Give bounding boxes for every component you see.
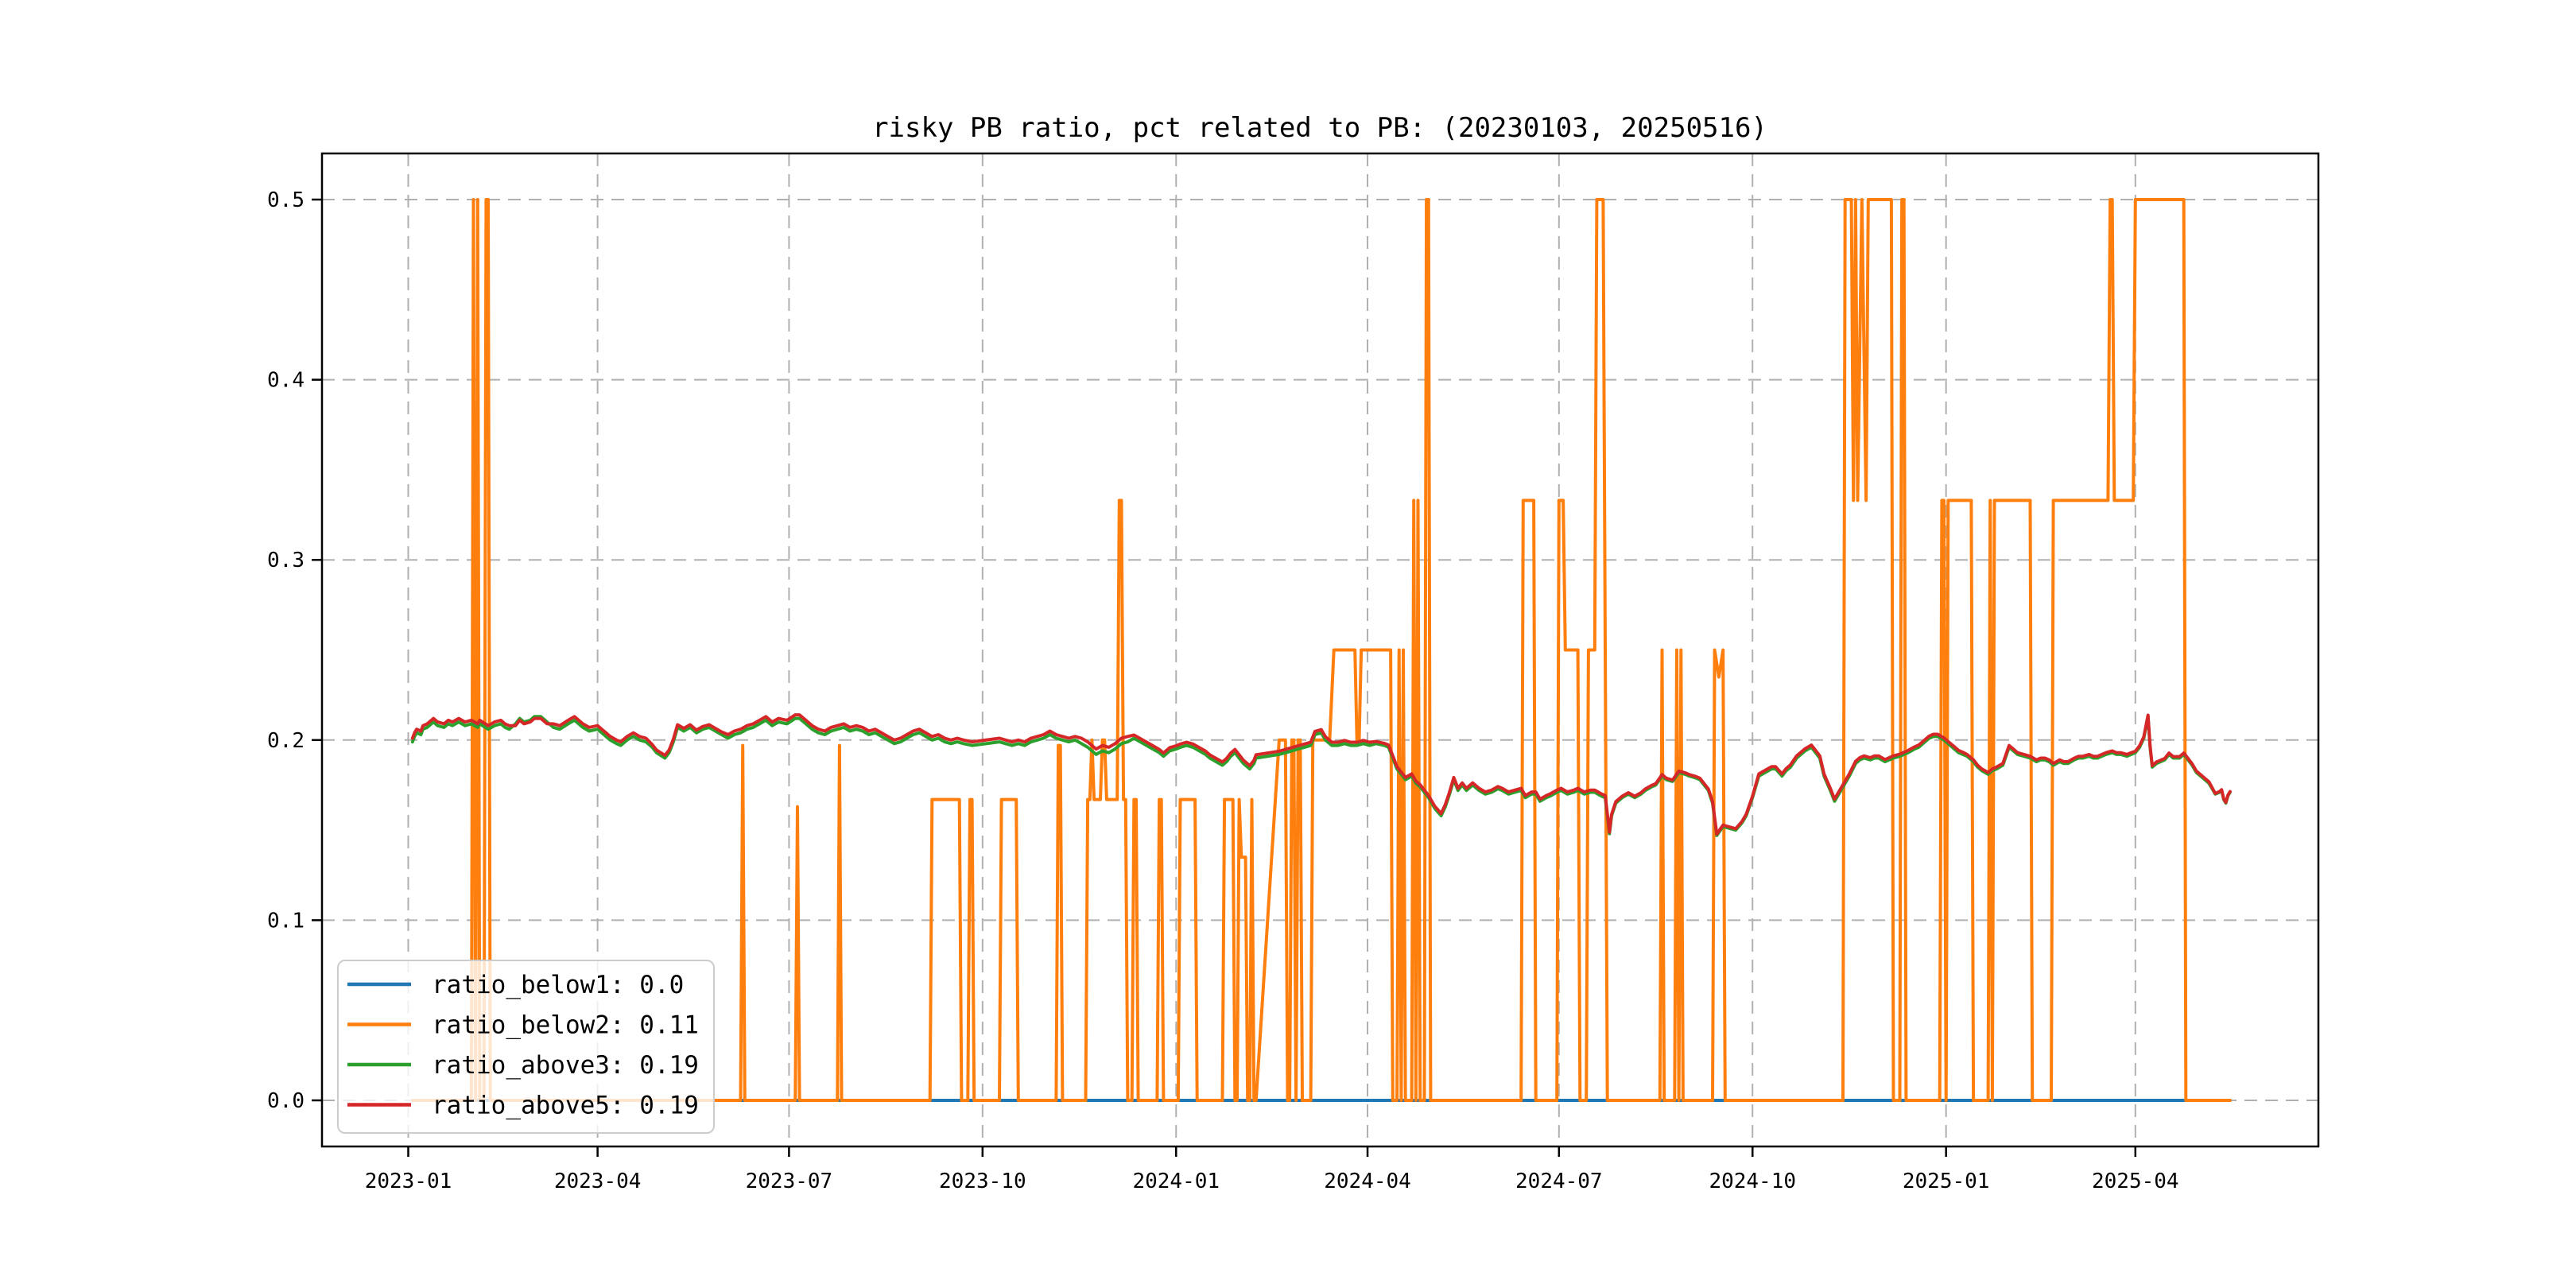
y-tick-label: 0.0 — [267, 1089, 305, 1113]
y-tick-label: 0.4 — [267, 369, 305, 393]
y-tick-label: 0.5 — [267, 188, 305, 212]
plot-border — [320, 152, 2320, 1148]
legend-label-ratio_below2: ratio_below2: 0.11 — [432, 1011, 699, 1040]
axes-layer: 2023-01 2023-04 2023-07 2023-10 2024-01 2024-… — [267, 152, 2320, 1193]
y-tick-label: 0.1 — [267, 909, 305, 933]
x-tick-label: 2024-10 — [1709, 1170, 1796, 1193]
legend-label-ratio_above5: ratio_above5: 0.19 — [432, 1092, 699, 1120]
x-tick-label: 2023-04 — [554, 1170, 642, 1193]
x-tick-label: 2023-01 — [365, 1170, 452, 1193]
y-tick-label: 0.2 — [267, 729, 305, 753]
x-tick-label: 2025-04 — [2092, 1170, 2179, 1193]
series-line-ratio_above5 — [410, 713, 2232, 836]
legend-box — [337, 960, 715, 1134]
series-line-ratio_above3 — [410, 715, 2232, 837]
series-line-ratio_below2 — [410, 198, 2232, 1102]
chart-title: risky PB ratio, pct related to PB: (2023… — [872, 112, 1767, 144]
x-tick-label: 2025-01 — [1903, 1170, 1990, 1193]
x-tick-label: 2023-10 — [939, 1170, 1026, 1193]
x-tick-label: 2024-04 — [1324, 1170, 1411, 1193]
series-layer — [410, 198, 2232, 1102]
legend-label-ratio_below1: ratio_below1: 0.0 — [432, 971, 684, 999]
x-tick-label: 2023-07 — [746, 1170, 833, 1193]
x-tick-label: 2024-01 — [1132, 1170, 1220, 1193]
y-tick-label: 0.3 — [267, 549, 305, 572]
legend-label-ratio_above3: ratio_above3: 0.19 — [432, 1051, 699, 1080]
legend-layer: ratio_below1: 0.0 ratio_below2: 0.11 ratio… — [337, 960, 715, 1134]
x-tick-label: 2024-07 — [1515, 1170, 1603, 1193]
